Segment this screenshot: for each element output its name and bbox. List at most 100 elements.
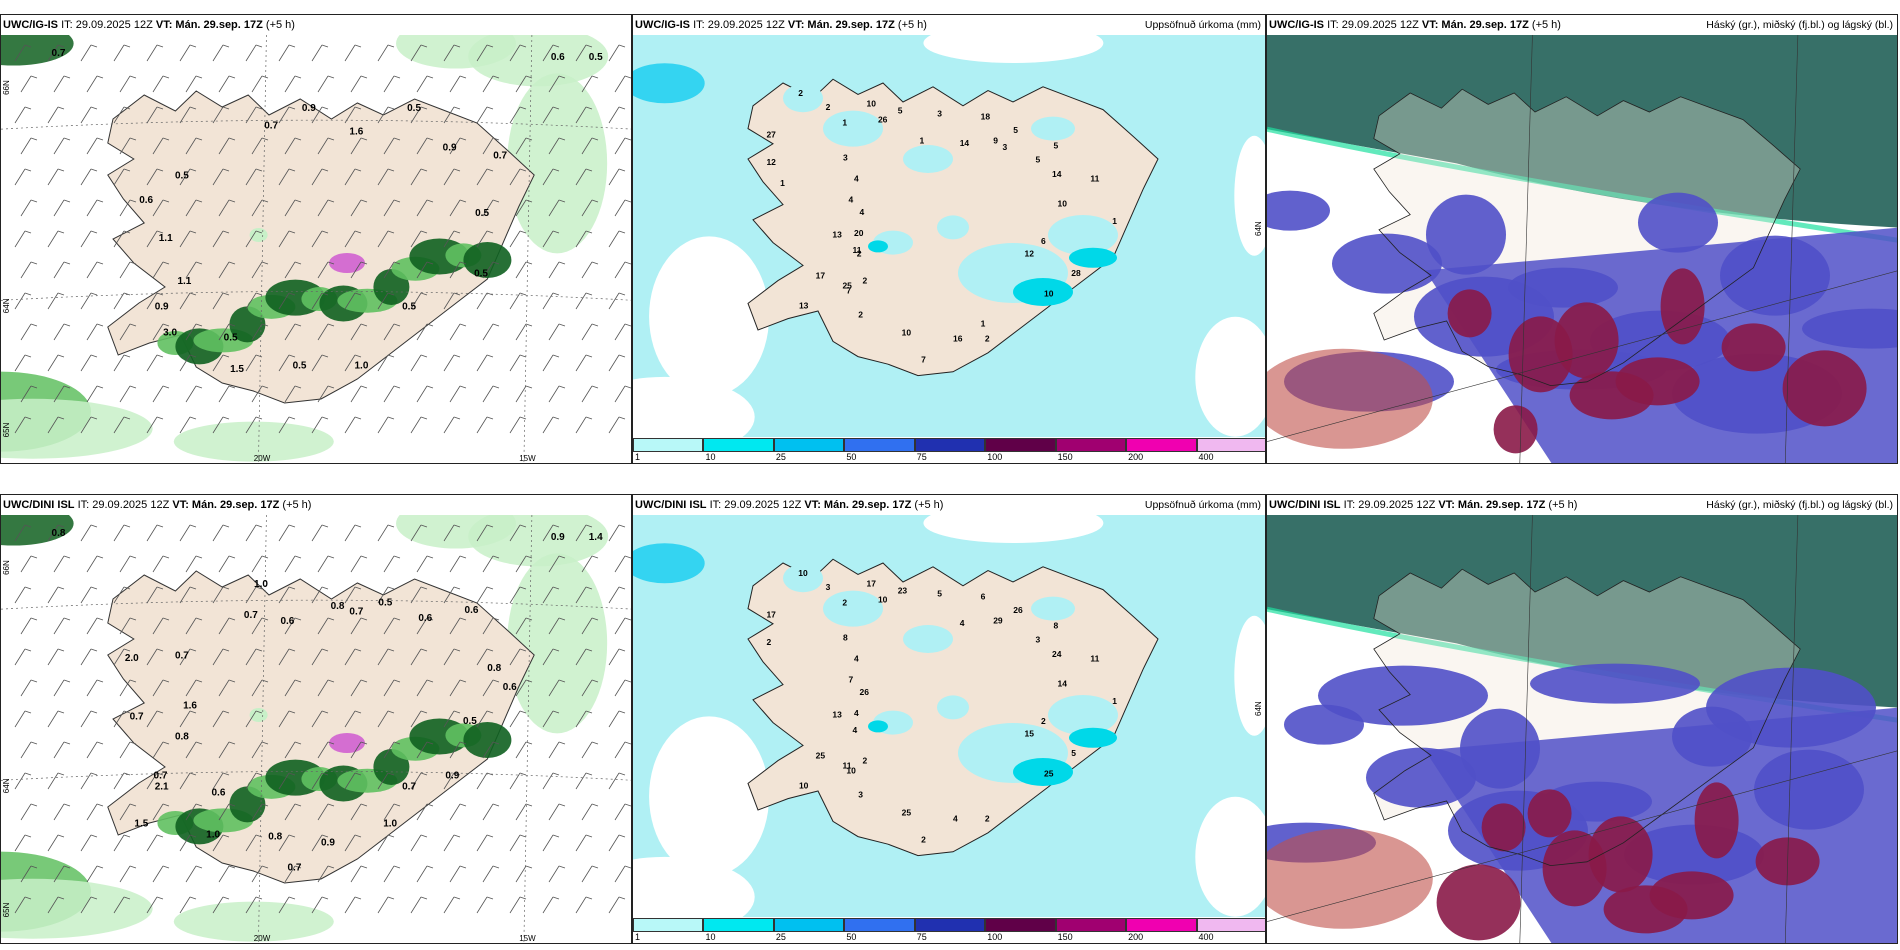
colorbar-tick-label: 150: [1057, 452, 1073, 462]
wind-barb: [548, 323, 566, 341]
wind-barb: [278, 834, 296, 852]
wind-barb: [344, 292, 362, 310]
wind-barb: [119, 261, 137, 279]
precip-value-label: 2: [1041, 716, 1046, 726]
wind-barb: [476, 710, 494, 728]
colorbar-tick-label: 50: [846, 932, 857, 942]
wind-barb: [581, 679, 599, 697]
precip-value-label: 1.0: [383, 818, 397, 829]
wind-barb: [179, 354, 197, 372]
wind-barb: [152, 75, 170, 93]
wind-barb: [119, 679, 137, 697]
wind-barb: [581, 323, 599, 341]
wind-barb: [377, 44, 395, 62]
wind-barb: [449, 617, 467, 635]
wind-barb: [614, 75, 631, 93]
wind-barb: [278, 44, 296, 62]
wind-barb: [575, 648, 593, 666]
dry-area: [1234, 615, 1265, 736]
wind-barb: [608, 230, 626, 248]
colorbar-swatch: [1196, 438, 1265, 452]
precip-value-label: 13: [832, 710, 842, 720]
precip-area: [823, 110, 883, 147]
precip-value-label: 26: [878, 114, 888, 124]
precip-value-label: 18: [981, 111, 991, 121]
wind-barb: [80, 292, 98, 310]
wind-barb: [548, 679, 566, 697]
wind-barb: [575, 416, 593, 434]
wind-barb: [383, 555, 401, 573]
latitude-label: 66N: [2, 80, 11, 95]
wind-barb: [410, 168, 428, 186]
wind-barb: [542, 230, 560, 248]
wind-barb: [284, 261, 302, 279]
wind-barb: [80, 416, 98, 434]
wind-barb: [212, 896, 230, 914]
wind-barb: [383, 323, 401, 341]
wind-barb: [245, 354, 263, 372]
wind-barb: [449, 199, 467, 217]
precip-value-label: 1.5: [134, 818, 148, 829]
precip-value-label: 8: [843, 633, 848, 643]
graticule-line: [1784, 515, 1799, 943]
wind-barb: [443, 896, 461, 914]
precip-value-label: 11: [1090, 174, 1099, 184]
wind-barb: [614, 323, 631, 341]
precip-value-label: 0.7: [288, 863, 302, 874]
wind-barb: [311, 416, 329, 434]
wind-barb: [146, 586, 164, 604]
colorbar-swatch: [703, 918, 774, 932]
wind-barb: [47, 416, 65, 434]
wind-barb: [344, 648, 362, 666]
wind-barb: [212, 106, 230, 124]
precip-value-label: 17: [867, 578, 877, 588]
precip-value-label: 5: [1054, 140, 1059, 150]
wind-barb: [575, 168, 593, 186]
mid-cloud-area: [1425, 227, 1897, 463]
wind-barb: [443, 354, 461, 372]
colorbar-tick-label: 100: [987, 452, 1003, 462]
wind-barb: [443, 648, 461, 666]
wind-barb: [47, 44, 65, 62]
wind-barb: [245, 44, 263, 62]
wind-barb: [350, 555, 368, 573]
low-cloud-area: [1267, 348, 1433, 449]
precip-value-label: 15: [1025, 729, 1035, 739]
wind-barb: [80, 354, 98, 372]
wind-barb: [311, 354, 329, 372]
wind-barb: [14, 586, 32, 604]
wind-barb: [317, 679, 335, 697]
wind-barb: [146, 710, 164, 728]
wind-barb: [251, 323, 269, 341]
wind-barb: [47, 586, 65, 604]
precip-value-label: 2: [858, 309, 863, 319]
precip-value-label: 17: [766, 609, 776, 619]
wind-barb: [575, 292, 593, 310]
precip-value-label: 1: [1112, 696, 1117, 706]
precip-map-panel-1: UWC/IG-IS IT: 29.09.2025 12Z VT: Mán. 29…: [632, 14, 1266, 464]
precip-value-label: 17: [816, 270, 826, 280]
wind-barb: [608, 524, 626, 542]
low-cloud-area: [1447, 289, 1492, 338]
wind-barb: [350, 741, 368, 759]
latitude-label: 64N: [2, 298, 11, 313]
wind-barb: [86, 803, 104, 821]
precip-area: [1069, 247, 1117, 268]
precip-value-label: 0.6: [551, 52, 565, 63]
wind-barb: [311, 168, 329, 186]
precip-title: Uppsöfnuð úrkoma (mm): [1144, 19, 1261, 31]
wind-barb: [311, 834, 329, 852]
wind-barb: [152, 679, 170, 697]
wind-barb: [575, 106, 593, 124]
precip-value-label: 1: [780, 178, 785, 188]
wind-barb: [350, 617, 368, 635]
longitude-line: [258, 35, 267, 463]
wind-barb: [284, 741, 302, 759]
wind-barb: [245, 710, 263, 728]
colorbar-swatch: [985, 438, 1056, 452]
wind-barb: [317, 323, 335, 341]
wind-barb: [317, 741, 335, 759]
wind-barb: [416, 385, 434, 403]
precip-value-label: 9: [993, 135, 998, 145]
mid-cloud-area: [1638, 192, 1718, 253]
